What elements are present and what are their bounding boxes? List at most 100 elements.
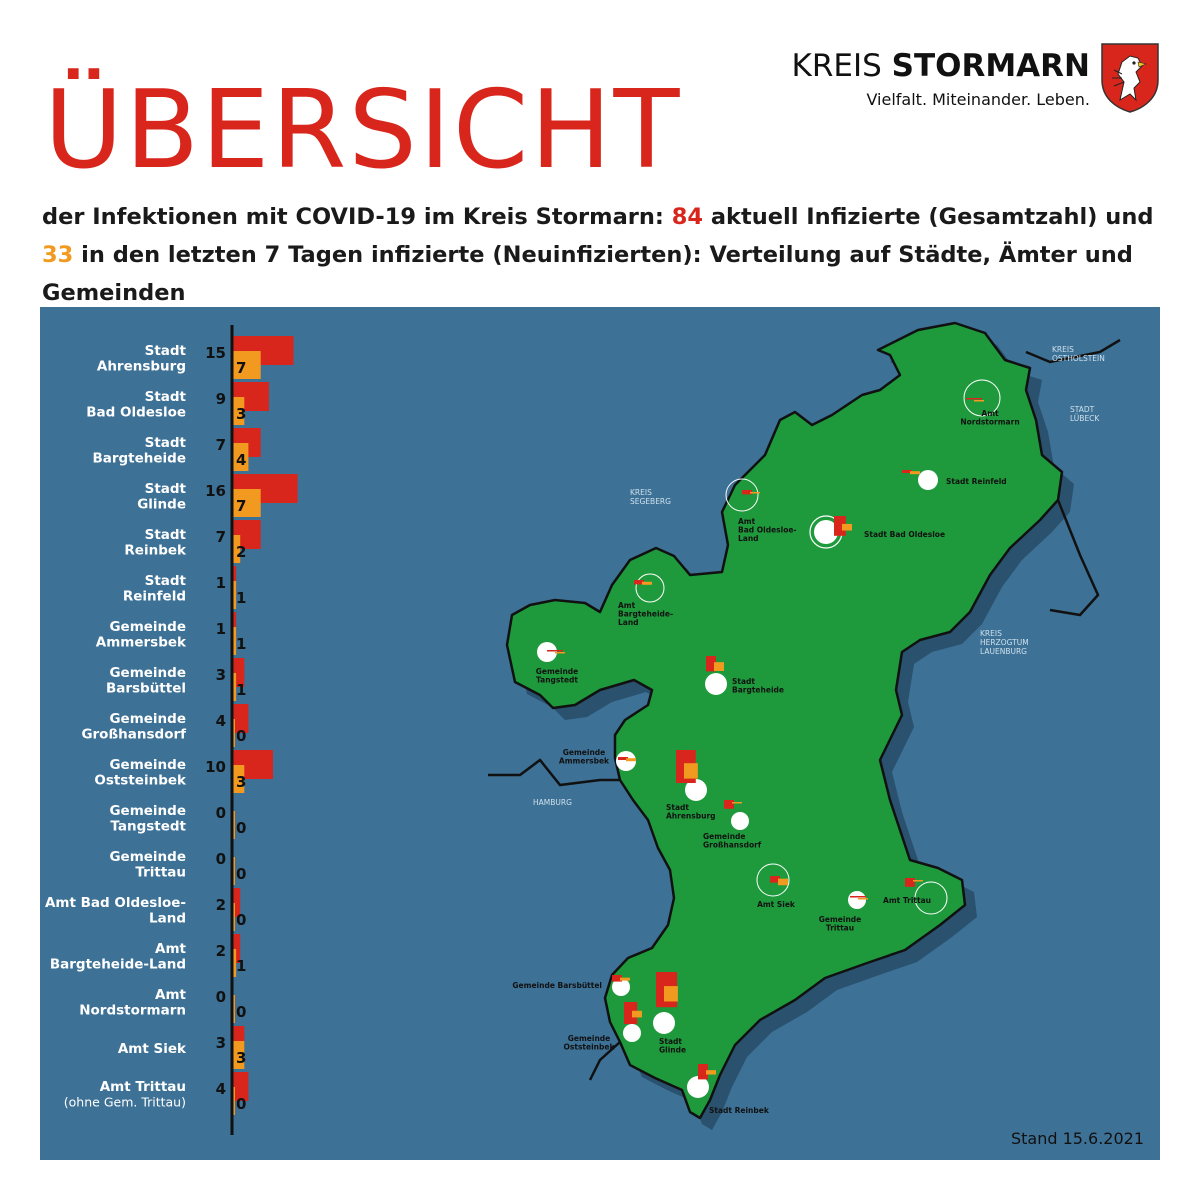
map-bar-new [706,1070,716,1075]
map-bar-total [698,1064,708,1080]
marker-dot [623,1024,641,1042]
map-bar-new [620,977,630,981]
category-label: Stadt [145,527,187,543]
region-label: KREIS [980,629,1002,638]
value-new: 3 [236,1049,246,1067]
category-label: Trittau [135,865,186,881]
bar-new [232,581,237,609]
map-bar-new [858,898,868,900]
map-bar-total [547,650,563,652]
map-place: Amt Trittau [883,878,948,915]
total-infected-count: 84 [671,204,704,230]
border-line [1049,499,1100,617]
map-bar-new [684,763,698,779]
place-label: Stadt Bad Oldesloe [864,530,945,539]
region-label: HERZOGTUM [980,638,1029,647]
marker-dot [685,779,707,801]
bar-new [232,673,237,701]
marker-ring [963,379,1001,417]
region-label: KREIS [630,488,652,497]
subtitle-part-2: aktuell Infizierte (Gesamtzahl) und [703,204,1154,230]
category-label: Gemeinde [109,757,186,773]
category-label: Gemeinde [109,665,186,681]
category-label: Reinfeld [123,589,186,605]
place-label: Gemeinde [819,915,862,924]
marker-dot [705,673,727,695]
region-label: HAMBURG [533,798,572,807]
category-label: Land [149,911,186,927]
map-bar-total [902,470,912,473]
subtitle-part-1: der Infektionen mit COVID-19 im Kreis St… [42,204,672,230]
map-bar-total [966,398,982,400]
category-label: Amt [155,987,187,1003]
value-new: 0 [236,1095,246,1113]
category-label: Bad Oldesloe [86,405,186,421]
map-bar-new [664,986,678,1002]
category-label: Gemeinde [109,711,186,727]
region-label: KREIS [1052,345,1074,354]
bar-total [232,934,241,963]
place-label: Gemeinde [563,748,606,757]
value-total: 4 [216,712,226,730]
value-new: 3 [236,405,246,423]
place-label: Großhansdorf [703,841,762,850]
category-label: Amt Trittau [100,1079,186,1095]
map-bar-new [974,400,984,402]
place-label: Gemeinde [703,832,746,841]
map-place: Gemeinde Barsbüttel [512,975,630,996]
place-label: Stadt [659,1037,682,1046]
place-label: Stadt [732,677,755,686]
place-label: Amt [618,601,636,610]
category-label: Amt [155,941,187,957]
place-label: Amt [981,409,999,418]
region-label: LÜBECK [1070,414,1100,423]
value-total: 7 [216,436,226,454]
bar-total [232,888,241,917]
map-bar-new [632,1010,642,1018]
category-label: Gemeinde [109,849,186,865]
map-land [505,321,1064,1120]
map-bar-total [905,878,915,887]
value-total: 16 [205,482,226,500]
map-bar-new [842,523,852,531]
map-place: Stadt Bad Oldesloe [809,515,945,549]
region-label: OSTHOLSTEIN [1052,354,1105,363]
bar-new [232,489,261,517]
map-bar-new [732,802,742,804]
bar-new [232,1041,245,1069]
bar-new [232,949,237,977]
place-label: Stadt Reinbek [709,1106,770,1115]
bar-new [232,627,237,655]
map-bar-total [834,516,846,536]
value-total: 3 [216,666,226,684]
place-label: Gemeinde Barsbüttel [512,981,602,990]
page-title: ÜBERSICHT [44,68,682,193]
category-label: Stadt [145,573,187,589]
place-label: Stadt [666,803,689,812]
neighbor-borders [488,338,1121,1081]
category-label: Oststeinbek [94,773,187,789]
infographic-panel: KREIS OSTHOLSTEIN STADT LÜBECK KREIS SEGEBERG… [40,307,1160,1160]
subtitle: der Infektionen mit COVID-19 im Kreis St… [42,198,1162,312]
category-label: Amt Siek [118,1041,187,1057]
bar-new [232,535,241,563]
marker-ring [635,573,665,603]
bar-new [232,351,261,379]
map-bar-total [634,580,644,585]
date-stamp: Stand 15.6.2021 [1010,1129,1144,1148]
bar-total [232,1072,249,1101]
marker-dot [687,1076,709,1098]
value-new: 1 [236,957,246,975]
value-total: 0 [216,850,226,868]
marker-dot [537,642,557,662]
map-place: Stadt Reinfeld [902,470,1007,490]
place-label: Amt Siek [757,900,796,909]
region-label: STADT [1070,405,1095,414]
place-label: Trittau [826,924,854,933]
